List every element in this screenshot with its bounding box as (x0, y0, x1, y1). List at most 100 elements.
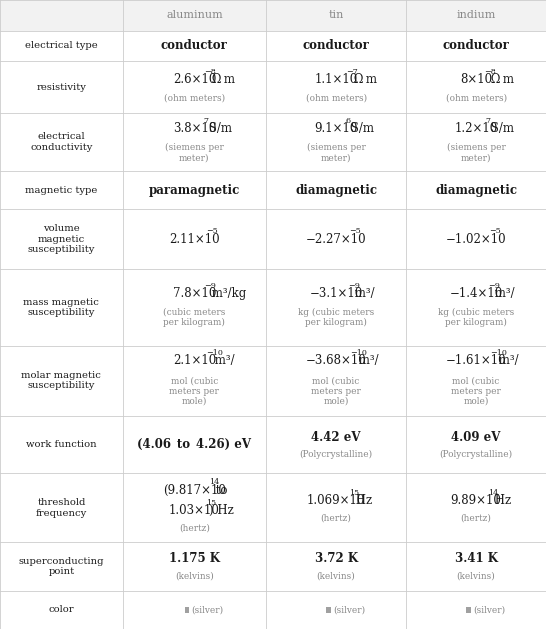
Text: −9: −9 (348, 282, 359, 290)
Bar (466, 607, 471, 613)
Text: 2.6×10: 2.6×10 (173, 73, 216, 86)
Bar (0, 542, 546, 591)
Text: (9.817×10: (9.817×10 (163, 484, 226, 497)
Bar (0, 0, 546, 31)
Text: (silver): (silver) (473, 605, 506, 615)
Text: kg (cubic meters
per kilogram): kg (cubic meters per kilogram) (298, 308, 374, 327)
Text: mol (cubic
meters per
mole): mol (cubic meters per mole) (311, 376, 361, 406)
Text: paramagnetic: paramagnetic (149, 184, 240, 196)
Text: 4.42 eV: 4.42 eV (311, 431, 361, 443)
Text: (silver): (silver) (333, 605, 365, 615)
Text: S/m: S/m (347, 122, 374, 135)
Text: (hertz): (hertz) (321, 514, 352, 523)
Text: (cubic meters
per kilogram): (cubic meters per kilogram) (163, 308, 225, 327)
Text: (hertz): (hertz) (179, 524, 210, 533)
Text: 8×10: 8×10 (460, 73, 492, 86)
Text: m³/: m³/ (211, 354, 235, 367)
Text: Ω m: Ω m (487, 73, 514, 86)
Text: resistivity: resistivity (37, 83, 86, 92)
Text: (Polycrystalline): (Polycrystalline) (300, 450, 372, 459)
Text: to: to (212, 484, 228, 497)
Text: −5: −5 (206, 227, 218, 235)
Text: threshold
frequency: threshold frequency (36, 498, 87, 518)
Text: 7: 7 (485, 116, 490, 125)
Text: (kelvins): (kelvins) (175, 572, 213, 581)
Text: −5: −5 (489, 227, 501, 235)
Text: kg (cubic meters
per kilogram): kg (cubic meters per kilogram) (438, 308, 514, 327)
Text: Ω m: Ω m (350, 73, 377, 86)
Text: 15: 15 (206, 499, 216, 507)
Text: 3.8×10: 3.8×10 (173, 122, 216, 135)
Bar (0, 345, 546, 416)
Text: molar magnetic
susceptibility: molar magnetic susceptibility (21, 371, 102, 391)
Text: (4.06 to 4.26) eV: (4.06 to 4.26) eV (138, 438, 251, 451)
Text: −8: −8 (484, 68, 495, 76)
Text: m³/: m³/ (351, 287, 375, 300)
Bar (0, 31, 546, 61)
Text: (kelvins): (kelvins) (457, 572, 495, 581)
Text: (hertz): (hertz) (461, 514, 491, 523)
Text: electrical type: electrical type (25, 42, 98, 50)
Text: m³/: m³/ (491, 287, 515, 300)
Text: 14: 14 (488, 489, 498, 497)
Text: (silver): (silver) (192, 605, 224, 615)
Text: 1.03×10: 1.03×10 (169, 504, 220, 517)
Text: color: color (49, 605, 74, 615)
Bar (0, 474, 546, 542)
Text: (ohm meters): (ohm meters) (306, 93, 366, 102)
Text: 1.175 K: 1.175 K (169, 552, 220, 565)
Text: magnetic type: magnetic type (25, 186, 98, 194)
Text: mass magnetic
susceptibility: mass magnetic susceptibility (23, 298, 99, 317)
Text: (siemens per
meter): (siemens per meter) (165, 143, 224, 162)
Text: S/m: S/m (205, 122, 232, 135)
Text: diamagnetic: diamagnetic (435, 184, 517, 196)
Text: 3.41 K: 3.41 K (455, 552, 497, 565)
Text: volume
magnetic
susceptibility: volume magnetic susceptibility (28, 224, 95, 254)
Text: −1.61×10: −1.61×10 (446, 354, 507, 367)
Text: 9.1×10: 9.1×10 (314, 122, 358, 135)
Text: 2.1×10: 2.1×10 (173, 354, 216, 367)
Text: (ohm meters): (ohm meters) (446, 93, 507, 102)
Text: S/m: S/m (487, 122, 514, 135)
Text: indium: indium (456, 10, 496, 20)
Text: m³/kg: m³/kg (208, 287, 246, 300)
Text: −1.02×10: −1.02×10 (446, 233, 507, 245)
Text: 7: 7 (204, 116, 209, 125)
Bar (0, 269, 546, 345)
Text: 1.069×10: 1.069×10 (307, 494, 365, 507)
Text: −9: −9 (205, 282, 216, 290)
Bar (0, 416, 546, 474)
Text: −3.1×10: −3.1×10 (310, 287, 363, 300)
Text: conductor: conductor (161, 40, 228, 52)
Text: mol (cubic
meters per
mole): mol (cubic meters per mole) (169, 376, 219, 406)
Text: 1.1×10: 1.1×10 (314, 73, 358, 86)
Text: −7: −7 (346, 68, 358, 76)
Text: 3.72 K: 3.72 K (314, 552, 358, 565)
Text: −10: −10 (206, 349, 223, 357)
Text: tin: tin (328, 10, 344, 20)
Text: 2.11×10: 2.11×10 (169, 233, 219, 245)
Text: work function: work function (26, 440, 97, 449)
Bar (0, 591, 546, 629)
Text: conductor: conductor (443, 40, 509, 52)
Bar (326, 607, 331, 613)
Text: 6: 6 (345, 116, 351, 125)
Text: m³/: m³/ (355, 354, 379, 367)
Text: −3.68×10: −3.68×10 (306, 354, 366, 367)
Bar (0, 171, 546, 209)
Text: 14: 14 (209, 479, 219, 486)
Text: conductor: conductor (302, 40, 370, 52)
Text: −10: −10 (490, 349, 507, 357)
Bar (0, 61, 546, 113)
Text: 15: 15 (349, 489, 359, 497)
Text: −5: −5 (349, 227, 361, 235)
Text: ) Hz: ) Hz (210, 504, 234, 517)
Text: (kelvins): (kelvins) (317, 572, 355, 581)
Text: (ohm meters): (ohm meters) (164, 93, 225, 102)
Text: 7.8×10: 7.8×10 (173, 287, 216, 300)
Text: −2.27×10: −2.27×10 (306, 233, 366, 245)
Text: −10: −10 (350, 349, 367, 357)
Text: −9: −9 (488, 282, 500, 290)
Text: −1.4×10: −1.4×10 (449, 287, 503, 300)
Text: Hz: Hz (491, 494, 511, 507)
